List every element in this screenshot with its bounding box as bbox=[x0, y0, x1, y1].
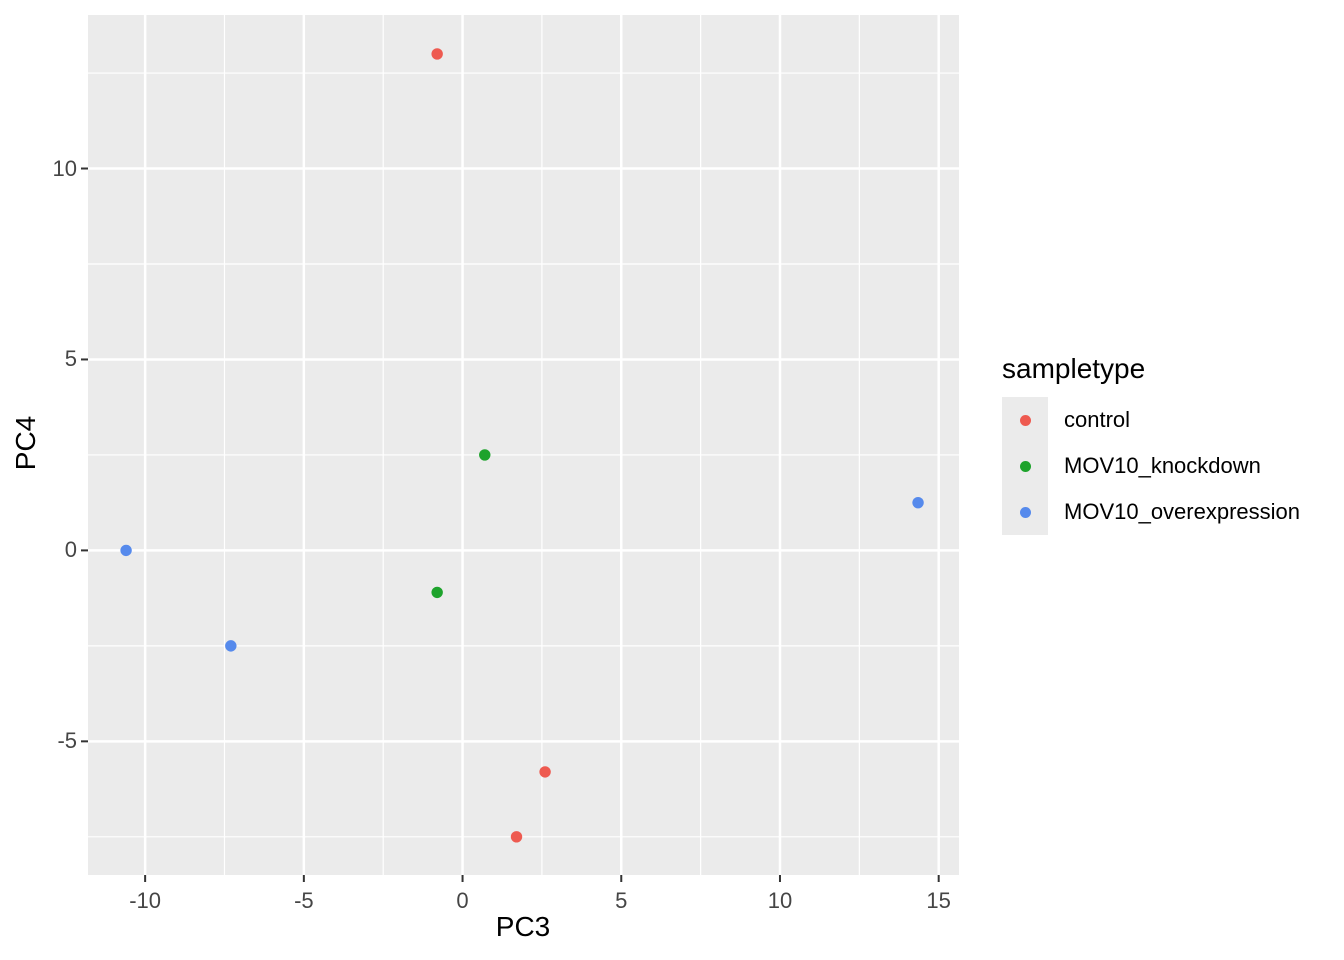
data-point-MOV10_knockdown bbox=[431, 586, 443, 599]
x-tick-label: 10 bbox=[767, 888, 793, 913]
legend: sampletype control MOV10_knockdown MOV10_o… bbox=[1002, 352, 1300, 535]
legend-title: sampletype bbox=[1002, 353, 1146, 384]
x-tick-label: 5 bbox=[615, 888, 628, 913]
x-tick-label: -5 bbox=[294, 888, 314, 913]
y-tick-label: 10 bbox=[52, 155, 77, 181]
legend-key bbox=[1002, 397, 1048, 443]
y-axis-title: PC4 bbox=[10, 415, 41, 471]
legend-item-control: control bbox=[1002, 397, 1300, 443]
legend-key bbox=[1002, 443, 1048, 489]
x-axis-title: PC3 bbox=[495, 911, 551, 942]
data-point-MOV10_knockdown bbox=[479, 449, 491, 461]
x-tick-label: 0 bbox=[456, 888, 469, 913]
legend-key bbox=[1002, 489, 1048, 535]
legend-item-label: control bbox=[1064, 407, 1131, 432]
data-point-control bbox=[510, 831, 523, 843]
data-point-MOV10_overexpression bbox=[225, 640, 237, 652]
data-point-control bbox=[431, 48, 443, 60]
legend-item-MOV10_overexpression: MOV10_overexpression bbox=[1002, 489, 1300, 535]
legend-item-label: MOV10_knockdown bbox=[1064, 453, 1261, 478]
panel-background bbox=[88, 15, 959, 875]
y-tick-label: -5 bbox=[57, 728, 77, 754]
data-point-MOV10_overexpression bbox=[120, 544, 132, 557]
legend-dot-icon bbox=[1019, 414, 1031, 426]
legend-item-MOV10_knockdown: MOV10_knockdown bbox=[1002, 443, 1300, 489]
y-tick-label: 0 bbox=[64, 537, 77, 563]
x-tick-label: -10 bbox=[129, 888, 162, 913]
legend-item-label: MOV10_overexpression bbox=[1064, 499, 1301, 524]
legend-items: control MOV10_knockdown MOV10_overexpressi… bbox=[1002, 397, 1300, 535]
legend-dot-icon bbox=[1019, 460, 1031, 472]
legend-dot-icon bbox=[1019, 506, 1031, 518]
y-tick-label: 5 bbox=[64, 346, 77, 372]
data-point-MOV10_overexpression bbox=[912, 496, 924, 509]
x-tick-label: 15 bbox=[926, 888, 951, 913]
data-point-control bbox=[539, 766, 551, 778]
